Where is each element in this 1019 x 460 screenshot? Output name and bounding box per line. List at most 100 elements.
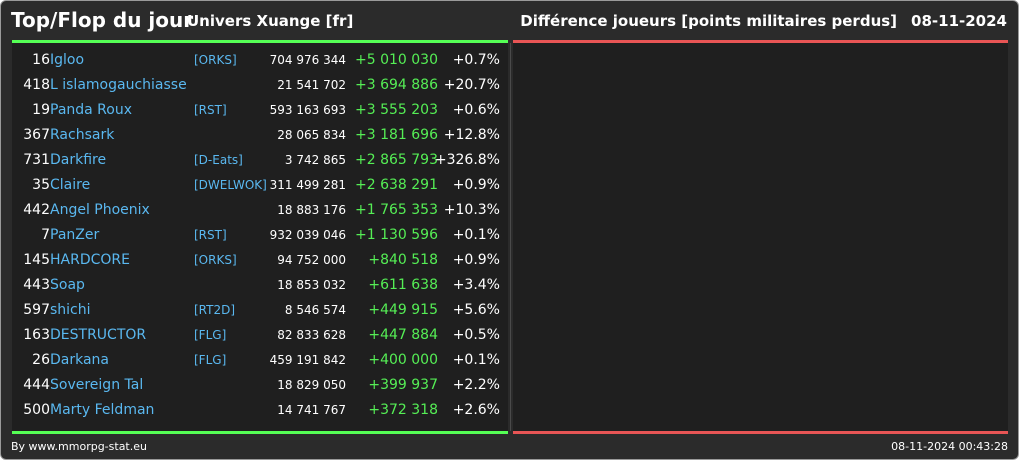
military-points-lost: 18 883 176 — [277, 203, 346, 217]
points-difference: +1 765 353 — [355, 202, 438, 218]
flop-accent-bar — [513, 40, 1008, 43]
flop-panel — [513, 43, 1008, 431]
player-name-link[interactable]: Igloo — [50, 52, 85, 68]
player-name-link[interactable]: Claire — [50, 177, 91, 193]
player-name-link[interactable]: Angel Phoenix — [50, 202, 150, 218]
military-points-lost: 21 541 702 — [277, 78, 346, 92]
percent-change: +10.3% — [443, 202, 500, 218]
military-points-lost: 459 191 842 — [269, 353, 346, 367]
table-row: 163 DESTRUCTOR [FLG] 82 833 628 +447 884 +0.5… — [12, 323, 508, 348]
header-date: 08-11-2024 — [911, 12, 1007, 30]
player-name-link[interactable]: HARDCORE — [50, 252, 130, 268]
table-row: 418 L islamogauchiasse 21 541 702 +3 694 88… — [12, 73, 508, 98]
player-name-link[interactable]: PanZer — [50, 227, 100, 243]
percent-change: +0.6% — [452, 102, 500, 118]
player-name-link[interactable]: Darkfire — [50, 152, 107, 168]
points-difference: +3 694 886 — [355, 77, 438, 93]
player-name-link[interactable]: Darkana — [50, 352, 110, 368]
table-row: 731 Darkfire [D-Eats] 3 742 865 +2 865 793 +3… — [12, 148, 508, 173]
points-difference: +5 010 030 — [355, 52, 438, 68]
table-row: 597 shichi [RT2D] 8 546 574 +449 915 +5.6% — [12, 298, 508, 323]
table-row: 19 Panda Roux [RST] 593 163 693 +3 555 203 +0… — [12, 98, 508, 123]
alliance-tag-link[interactable]: [DWELWOK] — [194, 178, 267, 192]
percent-change: +0.9% — [452, 177, 500, 193]
alliance-tag-link[interactable]: [ORKS] — [194, 53, 237, 67]
percent-change: +0.1% — [452, 227, 500, 243]
points-difference: +3 555 203 — [355, 102, 438, 118]
top-panel: 16 Igloo [ORKS] 704 976 344 +5 010 030 +0.7% 4… — [12, 43, 508, 431]
military-points-lost: 311 499 281 — [269, 178, 346, 192]
military-points-lost: 94 752 000 — [277, 253, 346, 267]
header-info: Différence joueurs [points militaires pe… — [520, 12, 1007, 30]
metric-label: Différence joueurs [points militaires pe… — [520, 12, 898, 30]
table-row: 35 Claire [DWELWOK] 311 499 281 +2 638 291 +0… — [12, 173, 508, 198]
footer-timestamp: 08-11-2024 00:43:28 — [891, 440, 1008, 453]
player-rank: 7 — [41, 227, 50, 243]
player-rank: 26 — [32, 352, 50, 368]
table-row: 26 Darkana [FLG] 459 191 842 +400 000 +0.1% — [12, 348, 508, 373]
military-points-lost: 14 741 767 — [277, 403, 346, 417]
points-difference: +611 638 — [368, 277, 438, 293]
table-row: 7 PanZer [RST] 932 039 046 +1 130 596 +0.1% — [12, 223, 508, 248]
universe-subtitle: Univers Xuange [fr] — [187, 12, 354, 30]
percent-change: +0.1% — [452, 352, 500, 368]
table-row: 500 Marty Feldman 14 741 767 +372 318 +2.6% — [12, 398, 508, 423]
military-points-lost: 932 039 046 — [269, 228, 346, 242]
percent-change: +20.7% — [443, 77, 500, 93]
points-difference: +372 318 — [368, 402, 438, 418]
percent-change: +2.2% — [452, 377, 500, 393]
percent-change: +326.8% — [434, 152, 500, 168]
points-difference: +2 865 793 — [355, 152, 438, 168]
points-difference: +840 518 — [368, 252, 438, 268]
table-row: 444 Sovereign Tal 18 829 050 +399 937 +2.2% — [12, 373, 508, 398]
percent-change: +0.7% — [452, 52, 500, 68]
player-rank: 19 — [32, 102, 50, 118]
player-rank: 145 — [23, 252, 50, 268]
alliance-tag-link[interactable]: [ORKS] — [194, 253, 237, 267]
percent-change: +0.5% — [452, 327, 500, 343]
alliance-tag-link[interactable]: [FLG] — [194, 353, 227, 367]
table-row: 443 Soap 18 853 032 +611 638 +3.4% — [12, 273, 508, 298]
points-difference: +3 181 696 — [355, 127, 438, 143]
military-points-lost: 593 163 693 — [269, 103, 346, 117]
alliance-tag-link[interactable]: [RST] — [194, 228, 227, 242]
player-name-link[interactable]: Marty Feldman — [50, 402, 155, 418]
player-rank: 35 — [32, 177, 50, 193]
source-credit: By www.mmorpg-stat.eu — [11, 440, 147, 453]
military-points-lost: 28 065 834 — [277, 128, 346, 142]
player-name-link[interactable]: Rachsark — [50, 127, 115, 143]
player-rank: 444 — [23, 377, 50, 393]
player-rank: 500 — [23, 402, 50, 418]
player-name-link[interactable]: Panda Roux — [50, 102, 133, 118]
alliance-tag-link[interactable]: [FLG] — [194, 328, 227, 342]
player-name-link[interactable]: shichi — [50, 302, 91, 318]
player-rank: 418 — [23, 77, 50, 93]
player-rank: 163 — [23, 327, 50, 343]
player-rank: 442 — [23, 202, 50, 218]
alliance-tag-link[interactable]: [RST] — [194, 103, 227, 117]
alliance-tag-link[interactable]: [D-Eats] — [194, 153, 243, 167]
player-rank: 443 — [23, 277, 50, 293]
military-points-lost: 18 829 050 — [277, 378, 346, 392]
military-points-lost: 704 976 344 — [269, 53, 346, 67]
player-rank: 731 — [23, 152, 50, 168]
points-difference: +399 937 — [368, 377, 438, 393]
player-name-link[interactable]: Sovereign Tal — [50, 377, 144, 393]
points-difference: +400 000 — [368, 352, 438, 368]
percent-change: +3.4% — [452, 277, 500, 293]
points-difference: +447 884 — [368, 327, 438, 343]
page-title: Top/Flop du jour — [11, 8, 194, 32]
alliance-tag-link[interactable]: [RT2D] — [194, 303, 236, 317]
player-name-link[interactable]: L islamogauchiasse — [50, 77, 187, 93]
flop-accent-bar-bottom — [513, 431, 1008, 434]
points-difference: +449 915 — [368, 302, 438, 318]
table-row: 16 Igloo [ORKS] 704 976 344 +5 010 030 +0.7% — [12, 48, 508, 73]
points-difference: +1 130 596 — [355, 227, 438, 243]
percent-change: +0.9% — [452, 252, 500, 268]
player-name-link[interactable]: Soap — [50, 277, 85, 293]
percent-change: +5.6% — [452, 302, 500, 318]
table-row: 145 HARDCORE [ORKS] 94 752 000 +840 518 +0.9% — [12, 248, 508, 273]
player-rank: 16 — [32, 52, 50, 68]
player-name-link[interactable]: DESTRUCTOR — [50, 327, 147, 343]
